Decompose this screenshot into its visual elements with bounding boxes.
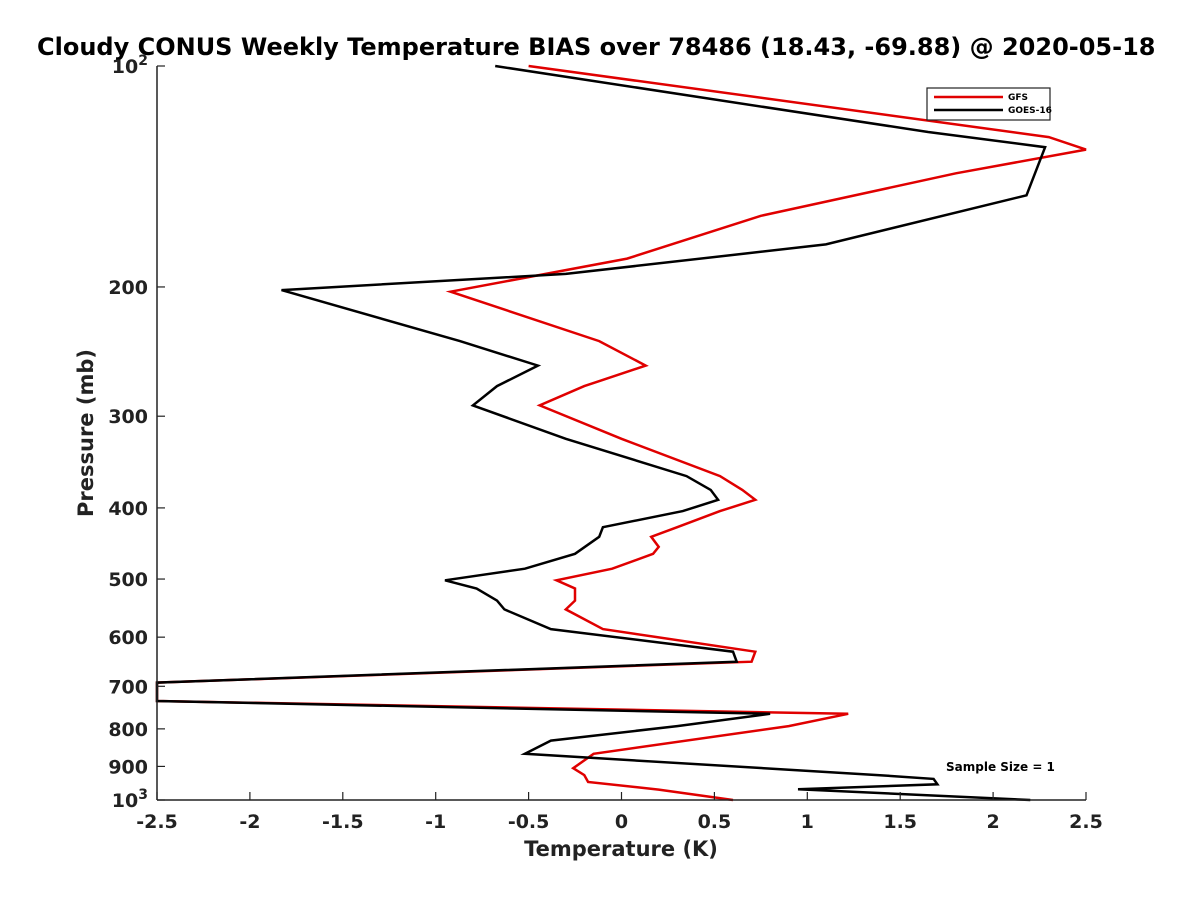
y-tick-label: 700	[108, 676, 148, 698]
legend-label-gfs: GFS	[1008, 93, 1028, 103]
y-axis-label: Pressure (mb)	[74, 349, 98, 517]
series-line-goes16	[155, 64, 1047, 802]
y-tick-label: 600	[108, 627, 148, 649]
x-tick-label: -1	[425, 811, 446, 833]
y-tick-label-decade: 102	[112, 53, 148, 78]
sample-size-annotation: Sample Size = 1	[946, 760, 1055, 774]
y-tick-label: 800	[108, 719, 148, 741]
x-ticks: -2.5 -2 -1.5 -1 -0.5 0 0.5 1 1.5 2 2.5	[136, 792, 1103, 833]
y-tick-label: 900	[108, 756, 148, 778]
chart-title: Cloudy CONUS Weekly Temperature BIAS ove…	[37, 33, 1155, 61]
legend: GFS GOES-16	[926, 87, 1052, 121]
series-line-gfs	[155, 64, 1087, 802]
y-tick-label: 500	[108, 569, 148, 591]
x-tick-label: 0	[615, 811, 628, 833]
x-tick-label: -2.5	[136, 811, 178, 833]
x-tick-label: 1	[801, 811, 814, 833]
y-tick-label: 400	[108, 498, 148, 520]
y-tick-label: 200	[108, 277, 148, 299]
y-ticks: 200 300 400 500 600 700 800 900 102 103	[108, 53, 165, 812]
x-tick-label: -1.5	[322, 811, 364, 833]
legend-label-goes16: GOES-16	[1008, 106, 1052, 116]
x-tick-label: 2.5	[1069, 811, 1103, 833]
x-tick-label: 0.5	[698, 811, 732, 833]
y-tick-label: 300	[108, 406, 148, 428]
legend-box	[926, 87, 1051, 121]
x-tick-label: 1.5	[883, 811, 917, 833]
y-tick-label-decade: 103	[112, 787, 148, 812]
x-tick-label: 2	[986, 811, 999, 833]
x-tick-label: -2	[239, 811, 260, 833]
x-axis-label: Temperature (K)	[524, 837, 718, 861]
x-tick-label: -0.5	[508, 811, 550, 833]
series-layer	[155, 64, 1087, 802]
